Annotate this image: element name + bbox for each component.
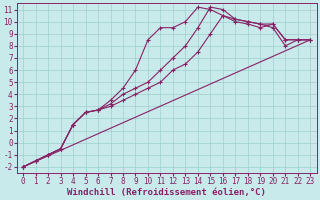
X-axis label: Windchill (Refroidissement éolien,°C): Windchill (Refroidissement éolien,°C) [67,188,266,197]
